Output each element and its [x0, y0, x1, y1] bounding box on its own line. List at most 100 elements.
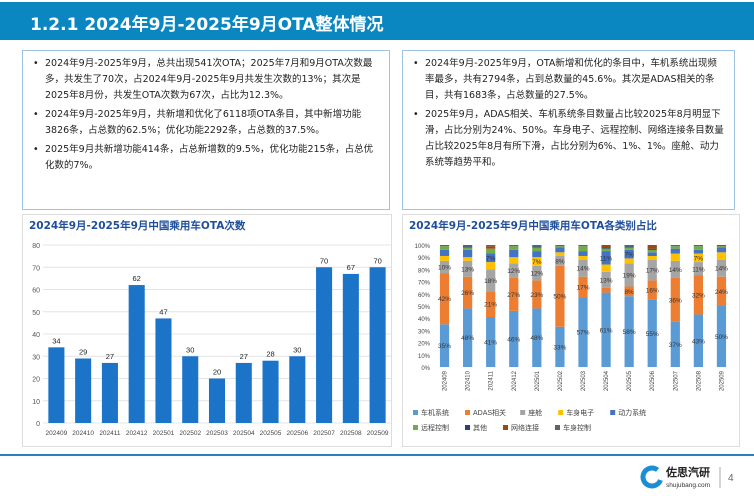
x-tick-label: 202503 [581, 370, 587, 391]
bar-segment [601, 247, 611, 249]
y-tick-label: 10% [418, 354, 431, 360]
y-tick-label: 0% [421, 366, 430, 372]
bar-segment [486, 291, 496, 317]
bar-segment [486, 316, 496, 367]
bar-segment [555, 255, 565, 266]
bar-segment [463, 245, 473, 247]
data-label: 30 [293, 345, 301, 354]
left-summary-box: 2024年9月-2025年9月，总共出现541次OTA；2025年7月和9月OT… [22, 50, 390, 210]
bar-segment [716, 252, 727, 260]
bar [316, 267, 333, 423]
x-tick-label: 202506 [286, 430, 308, 437]
bar-segment [463, 257, 473, 261]
bar [342, 273, 359, 423]
data-label: 8% [555, 258, 565, 265]
legend-label: 车机系统 [421, 408, 449, 417]
bar-segment [509, 257, 519, 264]
brand-name: 佐思汽研 [665, 465, 710, 479]
bar-segment [624, 246, 634, 248]
y-tick-label: 80 [32, 243, 40, 250]
x-tick-label: 202507 [313, 430, 335, 437]
bar-segment [693, 249, 703, 254]
y-tick-label: 60% [418, 293, 431, 299]
data-label: 19% [623, 272, 636, 279]
data-label: 13% [600, 277, 613, 284]
bar-segment [463, 276, 473, 309]
bullet: 2024年9月-2025年9月，共新增和优化了6118项OTA条目，其中新增功能… [33, 107, 381, 139]
bar [75, 358, 92, 423]
data-label: 11% [600, 255, 613, 262]
x-tick-label: 202505 [260, 430, 282, 437]
data-label: 70 [373, 256, 381, 265]
legend-swatch [503, 425, 508, 430]
bar-segment [670, 277, 680, 322]
data-label: 12% [530, 271, 543, 278]
y-tick-label: 90% [418, 256, 431, 262]
data-label: 29 [79, 347, 87, 356]
bar-segment [532, 308, 542, 367]
data-label: 7% [694, 255, 704, 262]
x-tick-label: 202410 [72, 430, 94, 437]
bar-segment [486, 245, 496, 247]
legend-label: 车身控制 [563, 423, 591, 432]
legend-swatch [610, 410, 616, 415]
x-tick-label: 202410 [466, 370, 472, 391]
bar [262, 360, 279, 423]
legend-swatch [520, 410, 526, 415]
data-label: 8% [624, 289, 634, 296]
data-label: 27 [240, 352, 248, 361]
bar-segment [624, 247, 634, 250]
bar-segment [532, 246, 542, 248]
data-label: 47 [159, 307, 167, 316]
data-label: 46% [507, 336, 520, 343]
data-label: 41% [484, 339, 497, 346]
ota-category-svg: 0% 10% 20% 30% 40% 50% 60% 70% 80% 90% 100% 35% 42% 1… [413, 244, 728, 432]
x-tick-label: 202412 [512, 370, 518, 391]
bar-segment [670, 321, 680, 367]
data-label: 33% [553, 344, 566, 351]
bar-segment [509, 263, 519, 278]
bar-segment [555, 326, 565, 367]
data-label: 61% [600, 327, 613, 334]
bar-segment [509, 277, 519, 311]
bullet: 2024年9月-2025年9月，OTA新增和优化的条目中，车机系统出现频率最多，… [413, 56, 726, 104]
x-tick-label: 202504 [233, 430, 255, 437]
x-tick-label: 202509 [719, 370, 725, 391]
bar-segment [624, 258, 634, 264]
bar-segment [532, 247, 542, 252]
data-label: 55% [646, 331, 659, 338]
data-label: 13% [461, 266, 474, 273]
bar-segment [555, 265, 565, 327]
data-label: 43% [692, 338, 705, 345]
bar-segment [532, 265, 542, 281]
data-label: 11% [692, 266, 705, 273]
data-label: 18% [484, 278, 497, 285]
bar-segment [555, 245, 565, 247]
bar-segment [439, 255, 450, 261]
bar-segment [486, 248, 496, 254]
bar-segment [693, 275, 703, 315]
y-tick-label: 70 [32, 265, 40, 272]
data-label: 20 [213, 368, 221, 377]
bar [182, 356, 199, 423]
bar-segment [555, 247, 565, 253]
x-tick-label: 202501 [153, 430, 175, 437]
legend-label: 动力系统 [618, 408, 646, 417]
bar-segment [716, 306, 727, 367]
bar-segment [624, 296, 634, 367]
data-label: 30 [186, 345, 194, 354]
bar-segment [486, 262, 496, 270]
data-label: 7% [532, 259, 542, 266]
bar-segment [601, 264, 611, 272]
bar-segment [716, 246, 727, 248]
data-label: 32% [692, 293, 705, 300]
bar [128, 285, 145, 423]
bar-segment [693, 246, 703, 250]
bar-segment [463, 246, 473, 248]
legend-swatch [465, 410, 470, 415]
data-label: 50% [553, 294, 566, 301]
bar-segment [578, 297, 588, 367]
bar-segment [555, 246, 565, 248]
bar-segment [601, 287, 611, 293]
page-number: 4 [728, 473, 734, 484]
